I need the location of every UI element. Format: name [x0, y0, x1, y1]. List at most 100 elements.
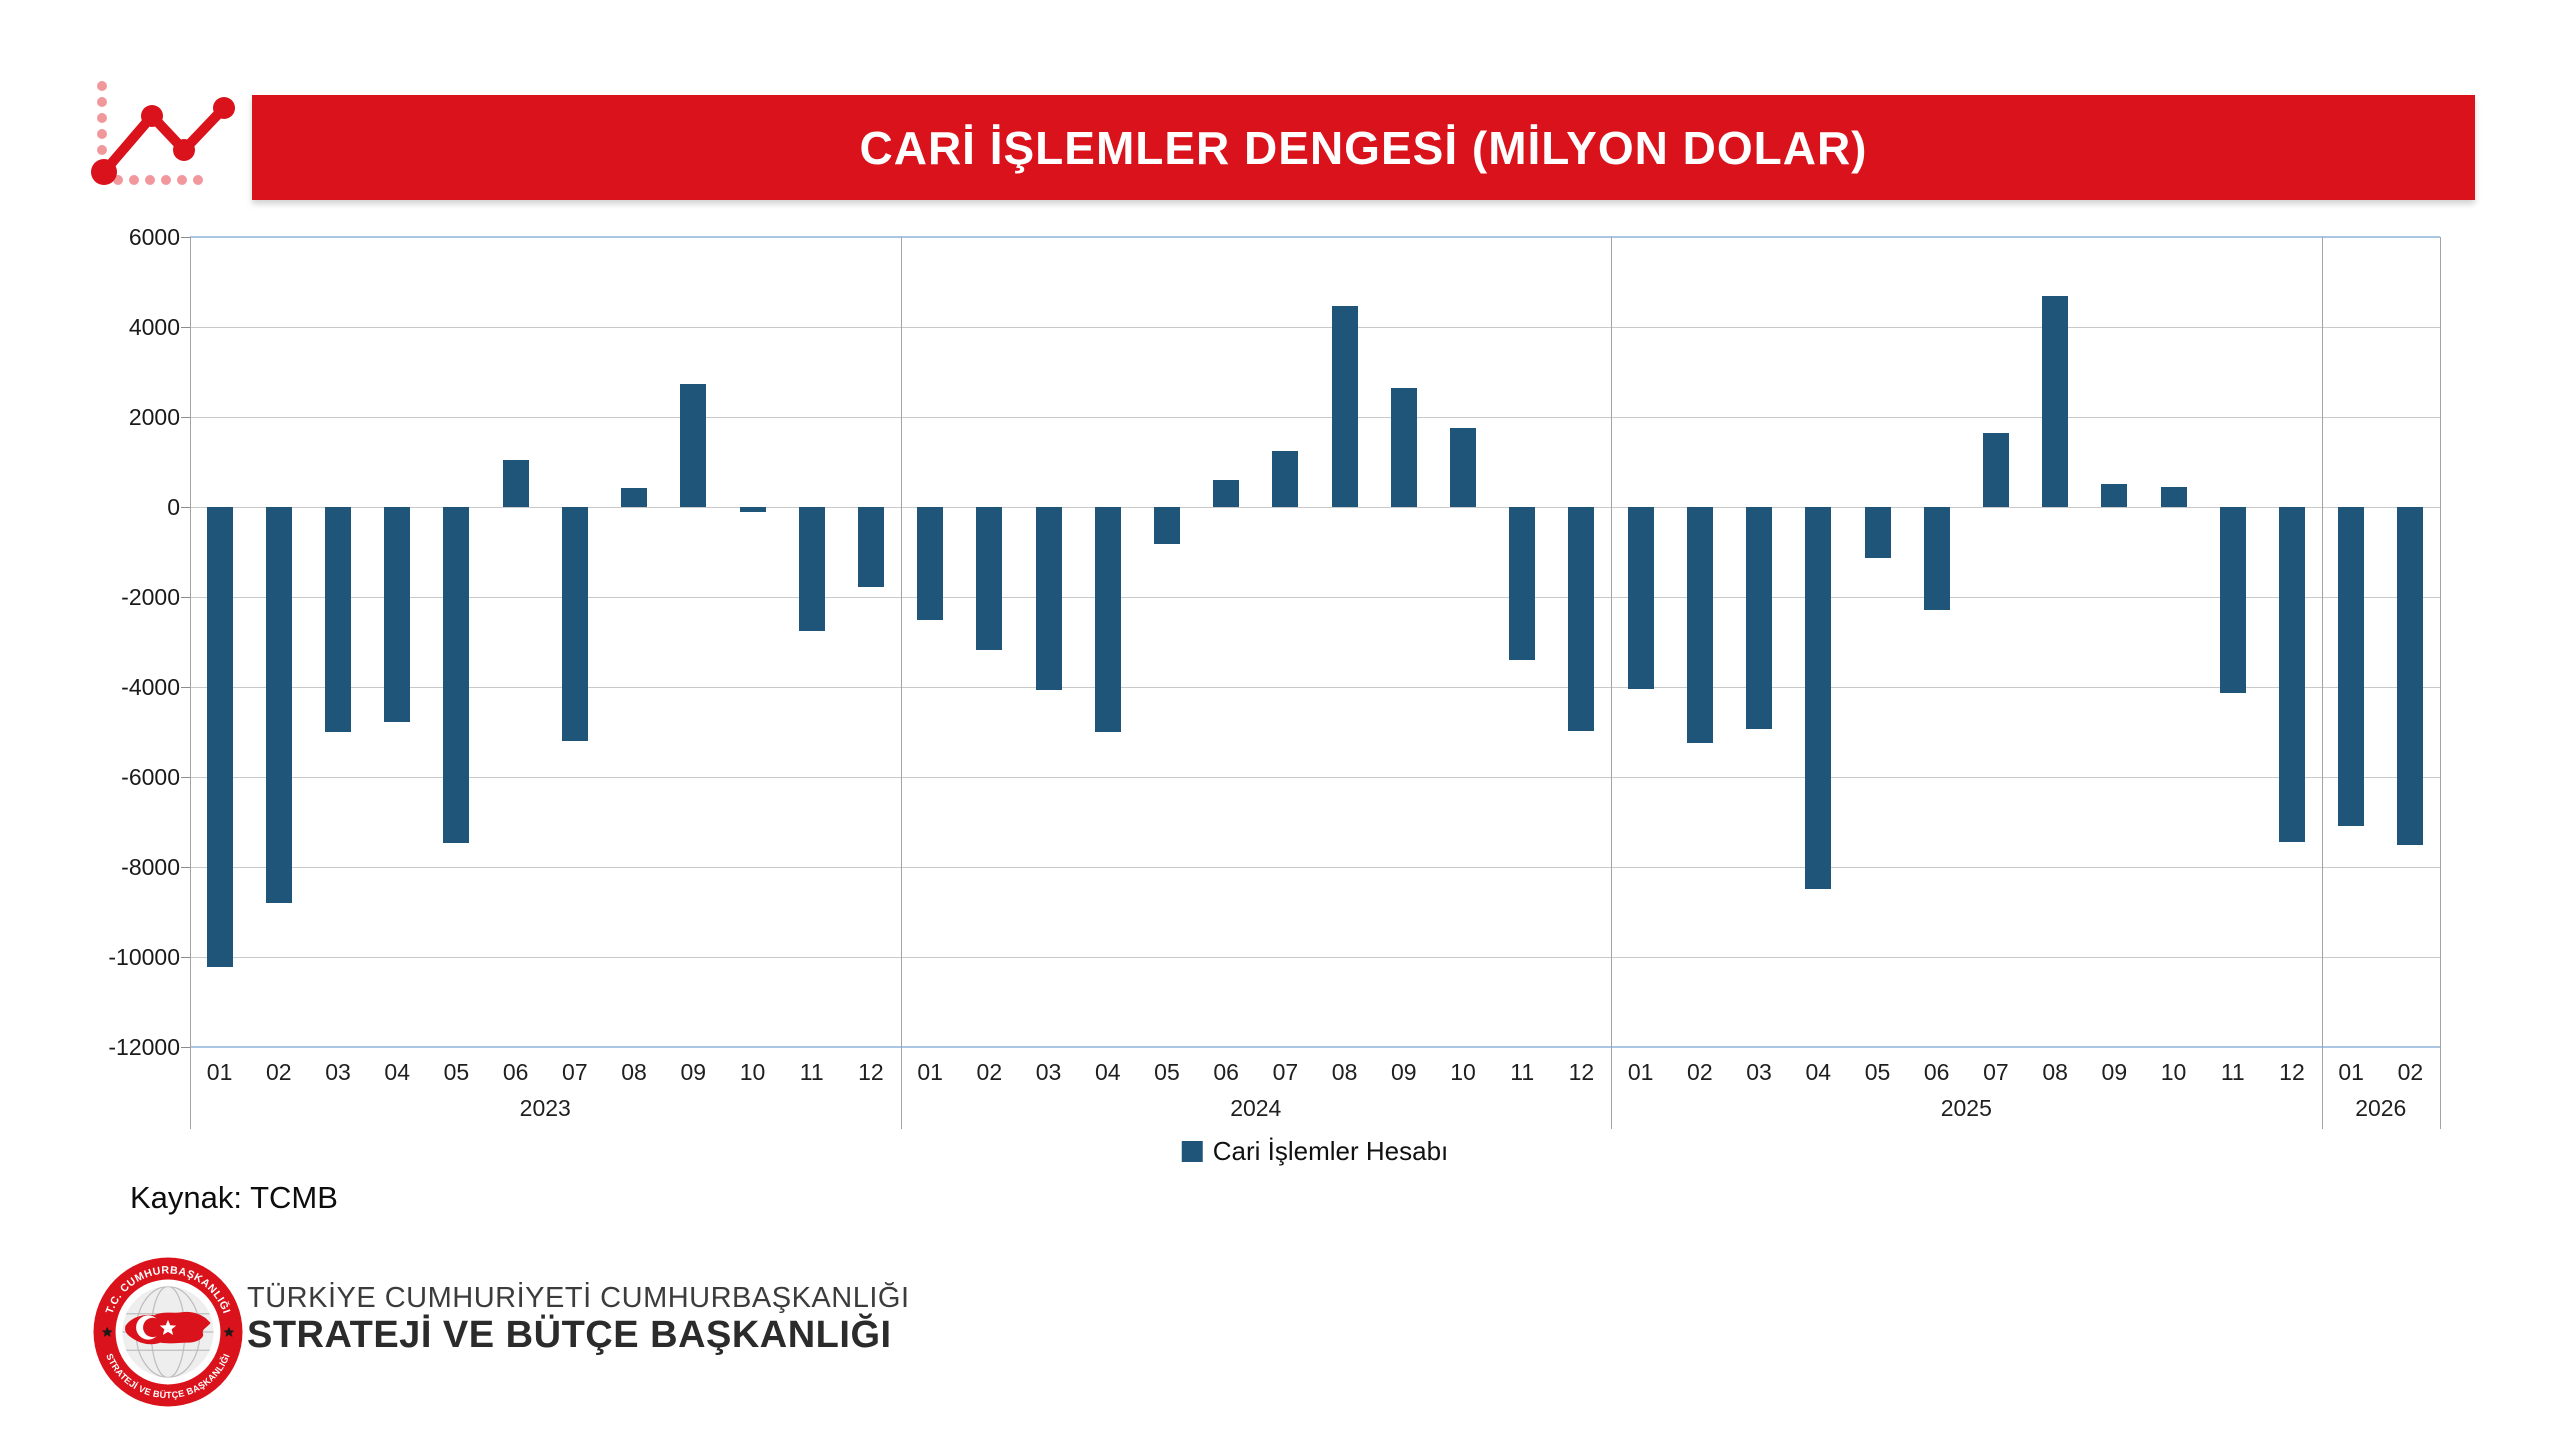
x-axis-month-label: 02 — [976, 1059, 1003, 1085]
x-axis-month-label: 03 — [325, 1059, 351, 1085]
year-separator-line — [900, 237, 902, 1129]
bar — [561, 507, 588, 741]
gridline — [190, 687, 2440, 688]
bar — [2042, 295, 2069, 507]
x-axis-month-label: 10 — [1450, 1059, 1476, 1085]
bar — [1153, 507, 1180, 545]
bar — [502, 459, 529, 507]
bar — [1272, 451, 1299, 507]
x-axis-month-label: 05 — [1154, 1059, 1180, 1085]
bar — [2219, 507, 2246, 694]
bar — [2278, 507, 2305, 842]
x-axis-month-label: 07 — [1272, 1059, 1299, 1085]
year-separator-line — [2440, 237, 2441, 1129]
bar — [1331, 305, 1358, 507]
y-axis-tick — [181, 957, 190, 958]
org-name-line1: TÜRKİYE CUMHURİYETİ CUMHURBAŞKANLIĞI — [247, 1282, 910, 1314]
org-name-line2: STRATEJİ VE BÜTÇE BAŞKANLIĞI — [247, 1314, 892, 1356]
year-separator-line — [1611, 237, 1613, 1129]
x-axis-line — [190, 1046, 2440, 1048]
bar — [1982, 433, 2009, 507]
x-axis-month-label: 06 — [1213, 1059, 1239, 1085]
bar — [917, 507, 944, 620]
y-axis-label: -2000 — [121, 584, 180, 610]
bar — [1568, 507, 1595, 731]
y-axis-tick — [181, 507, 190, 508]
y-axis-label: 4000 — [128, 314, 180, 340]
y-axis-label: -4000 — [121, 674, 180, 700]
bar — [2160, 486, 2187, 507]
legend-swatch — [1181, 1141, 1203, 1162]
x-axis-month-label: 04 — [384, 1059, 411, 1085]
x-axis-month-label: 01 — [2338, 1059, 2364, 1085]
bar — [976, 507, 1003, 650]
y-axis-tick — [181, 777, 190, 778]
x-axis-month-label: 01 — [917, 1059, 943, 1085]
x-axis-month-label: 09 — [2101, 1059, 2128, 1085]
x-axis-month-label: 09 — [1391, 1059, 1417, 1085]
agency-emblem: T.C. CUMHURBAŞKANLIĞI STRATEJİ VE BÜTÇE … — [93, 1257, 243, 1407]
bar — [1450, 428, 1477, 507]
y-axis-tick — [181, 237, 190, 238]
chart-legend: Cari İşlemler Hesabı — [1181, 1136, 1449, 1167]
bar — [1094, 507, 1121, 733]
gridline — [190, 327, 2440, 328]
gridline — [190, 867, 2440, 868]
x-axis-month-label: 12 — [858, 1059, 884, 1085]
legend-label: Cari İşlemler Hesabı — [1212, 1136, 1449, 1166]
year-separator-line — [2321, 237, 2323, 1129]
source-note: Kaynak: TCMB — [130, 1180, 338, 1215]
y-axis-label: -6000 — [121, 764, 180, 790]
gridline — [190, 957, 2440, 958]
x-axis-month-label: 08 — [621, 1059, 647, 1085]
bar — [621, 488, 648, 507]
bar — [2101, 483, 2128, 507]
y-axis-tick — [181, 1047, 190, 1048]
x-axis-month-label: 11 — [1510, 1059, 1535, 1085]
y-axis-tick — [181, 597, 190, 598]
y-axis-label: -12000 — [108, 1034, 180, 1060]
x-axis-month-label: 02 — [2397, 1059, 2424, 1085]
x-axis-month-label: 10 — [2160, 1059, 2187, 1085]
bar — [1213, 480, 1240, 507]
title-banner: CARİ İŞLEMLER DENGESİ (MİLYON DOLAR) — [252, 95, 2475, 200]
x-axis-month-label: 12 — [1568, 1059, 1595, 1085]
x-axis-month-label: 05 — [1864, 1059, 1891, 1085]
line-chart-icon — [91, 81, 235, 185]
bar — [325, 507, 352, 733]
x-axis-month-label: 06 — [1923, 1059, 1950, 1085]
x-axis-month-label: 08 — [2042, 1059, 2068, 1085]
x-axis-month-label: 12 — [2279, 1059, 2305, 1085]
x-axis-month-label: 06 — [502, 1059, 529, 1085]
x-axis-month-label: 07 — [562, 1059, 588, 1085]
bar — [1686, 507, 1713, 744]
x-axis-month-label: 11 — [799, 1059, 824, 1085]
bar — [1864, 507, 1891, 558]
x-axis-month-label: 07 — [1983, 1059, 2009, 1085]
gridline — [190, 597, 2440, 598]
bar — [2397, 507, 2424, 846]
bar — [857, 507, 884, 588]
y-axis-tick — [181, 327, 190, 328]
bar — [1035, 507, 1062, 690]
y-axis-tick — [181, 687, 190, 688]
y-axis-label: 0 — [167, 494, 180, 520]
bar — [384, 507, 411, 723]
gridline — [190, 777, 2440, 778]
gridline — [190, 417, 2440, 418]
x-axis-month-label: 01 — [206, 1059, 233, 1085]
x-axis-month-label: 10 — [739, 1059, 766, 1085]
year-separator-line — [190, 237, 191, 1129]
x-axis-month-label: 08 — [1331, 1059, 1358, 1085]
x-axis-month-label: 02 — [266, 1059, 292, 1085]
x-axis-month-label: 04 — [1805, 1059, 1832, 1085]
bar — [2338, 507, 2365, 826]
bar — [443, 507, 470, 844]
x-axis-year-label: 2024 — [1230, 1095, 1282, 1121]
x-axis-month-label: 03 — [1746, 1059, 1772, 1085]
plot-frame-top — [190, 236, 2440, 238]
bar — [1923, 507, 1950, 610]
x-axis-month-label: 05 — [443, 1059, 470, 1085]
gridline — [190, 507, 2440, 508]
